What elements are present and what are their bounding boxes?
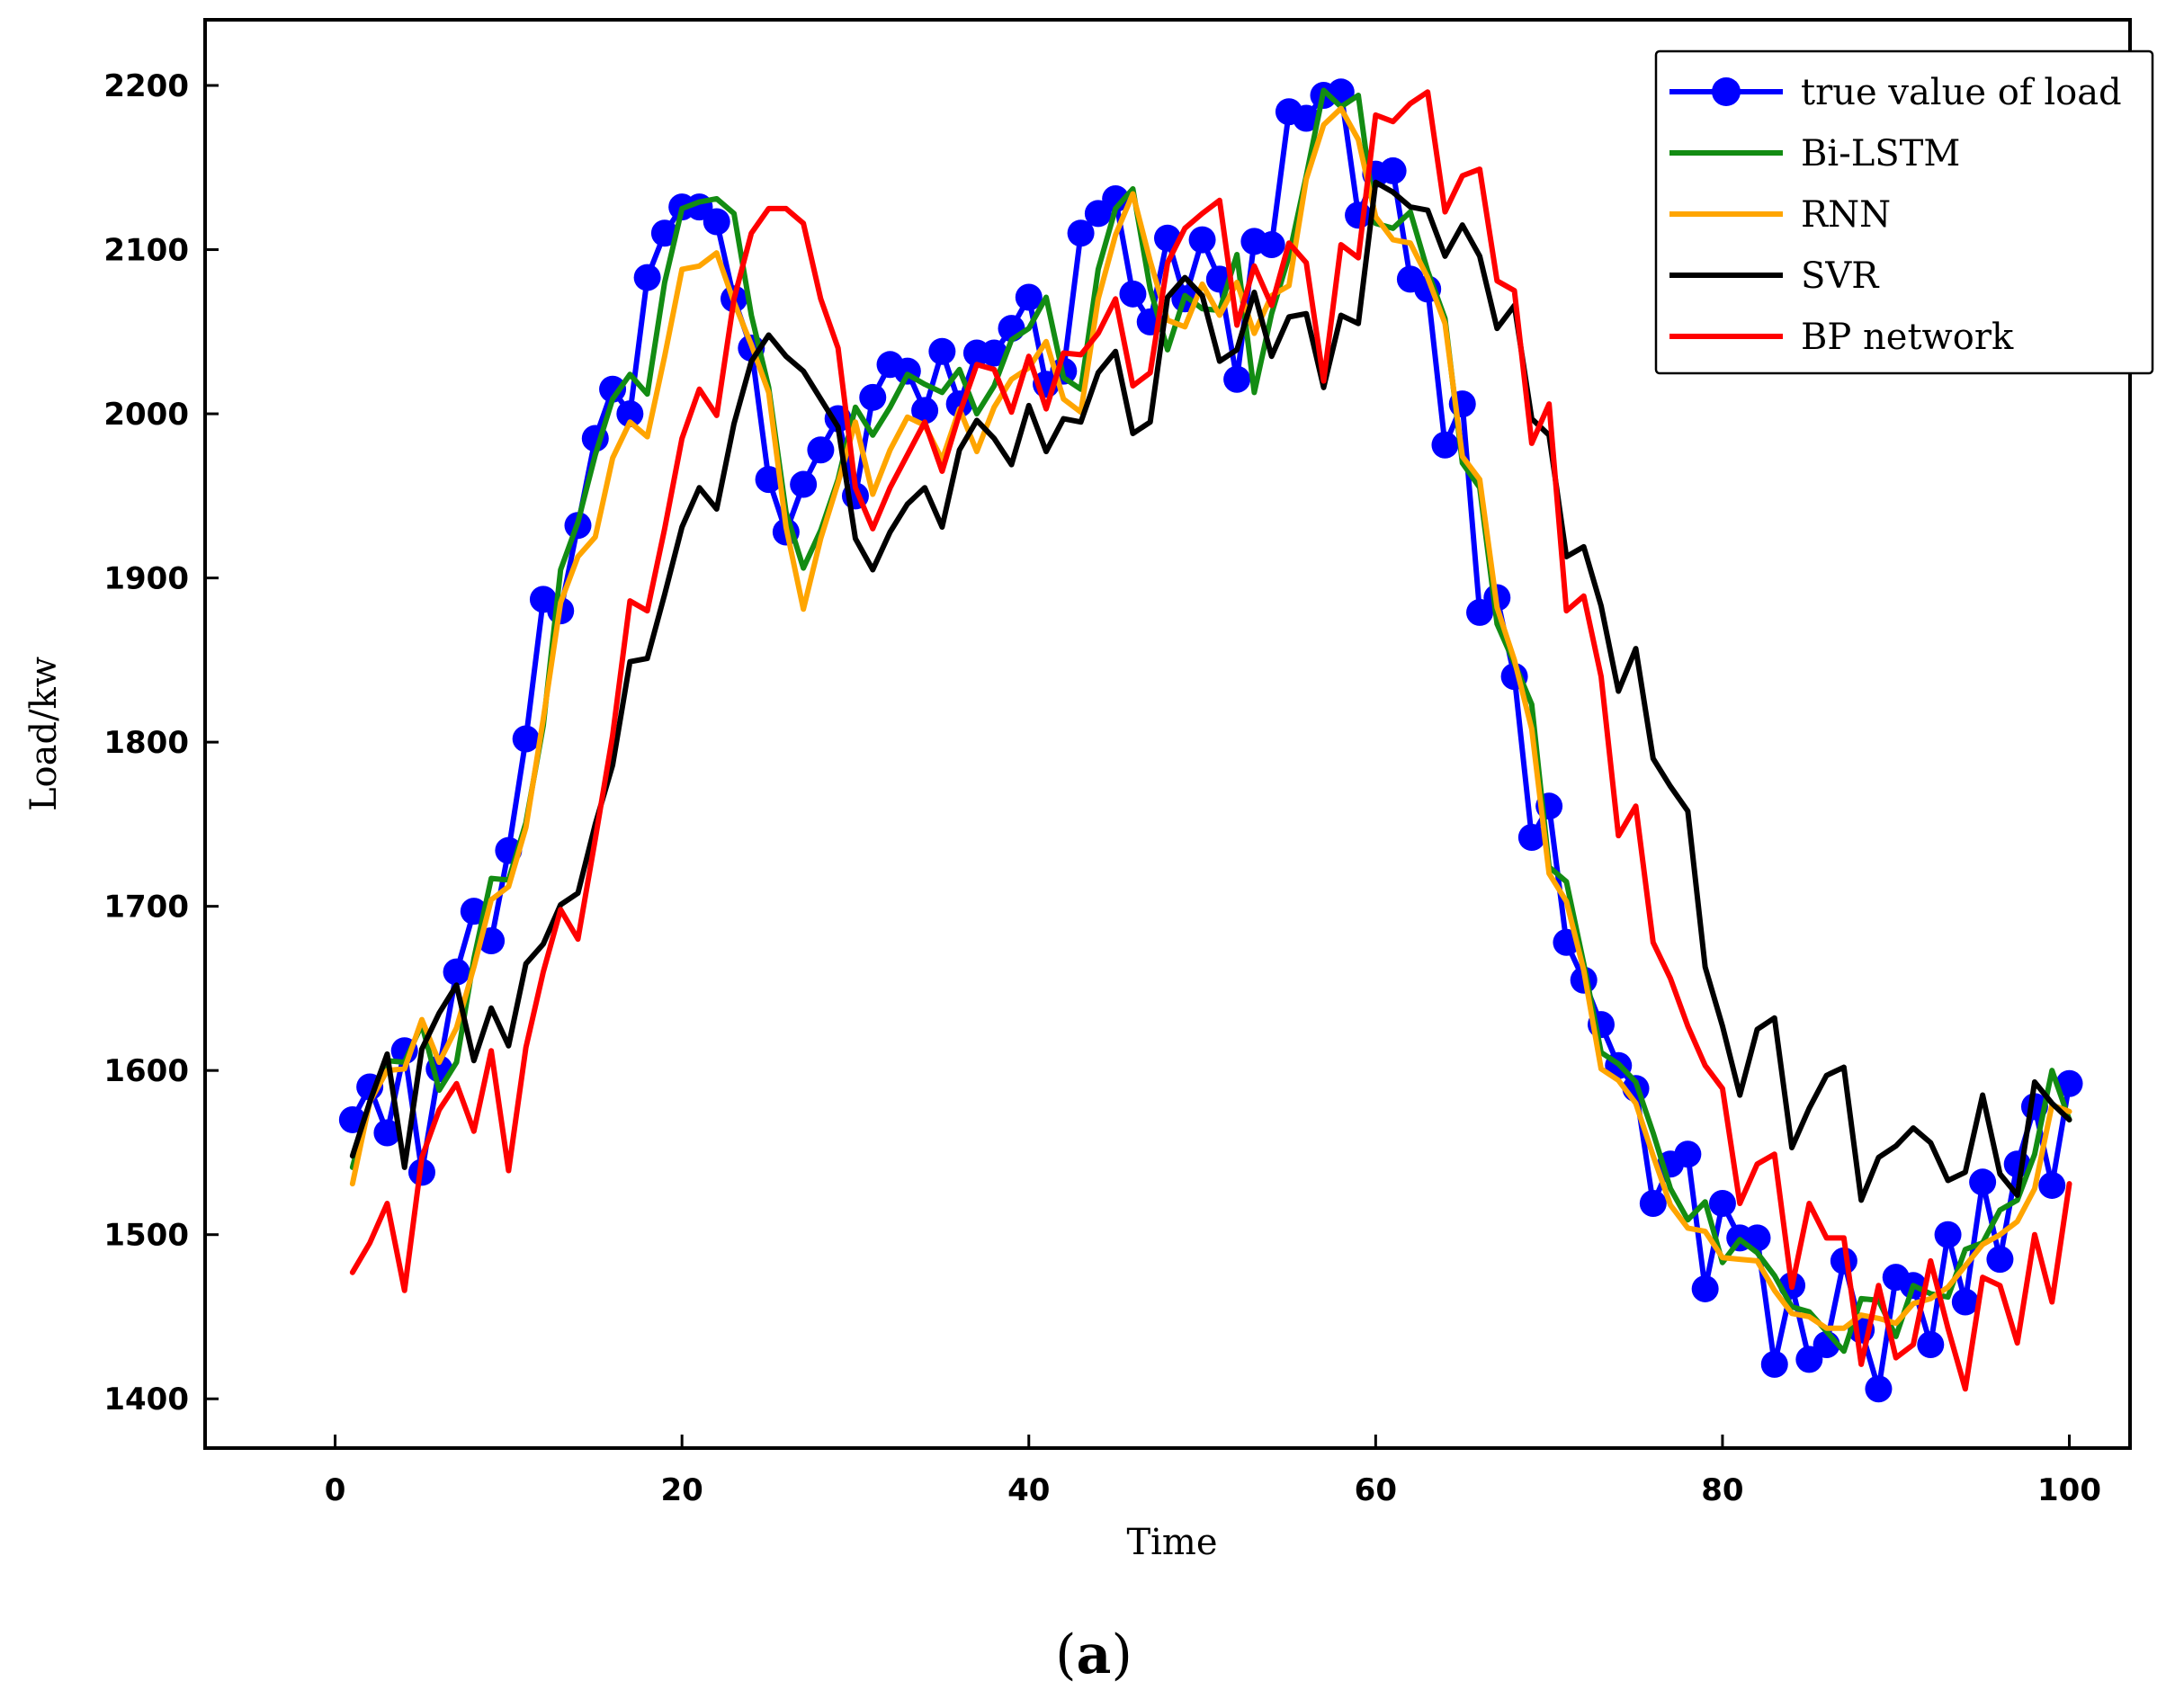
data-point-true-value-of-load-18 — [633, 264, 661, 291]
data-point-true-value-of-load-19 — [650, 219, 678, 247]
series-layer — [338, 78, 2083, 1403]
data-point-true-value-of-load-76 — [1639, 1190, 1667, 1218]
data-point-true-value-of-load-27 — [790, 470, 818, 498]
legend-box — [1654, 49, 2154, 375]
x-tick-label-40: 40 — [1007, 1472, 1050, 1508]
data-point-true-value-of-load-83 — [1760, 1350, 1788, 1378]
y-axis-title: Load/kw — [23, 657, 65, 811]
y-tick-label-2000: 2000 — [103, 397, 189, 433]
series-line-bi-lstm — [349, 87, 2072, 1355]
x-tick-label-0: 0 — [325, 1472, 346, 1508]
legend: true value of load Bi-LSTM RNN SVR BP networ… — [1654, 49, 2154, 375]
data-point-true-value-of-load-38 — [980, 339, 1008, 367]
data-point-true-value-of-load-94 — [1951, 1288, 1979, 1316]
data-point-true-value-of-load-100 — [2055, 1069, 2083, 1097]
x-tick-label-60: 60 — [1355, 1472, 1397, 1508]
data-point-true-value-of-load-92 — [1917, 1331, 1945, 1359]
x-axis: 0 20 40 60 80 100 — [325, 1435, 2101, 1508]
series-line-true-value-of-load — [349, 89, 2072, 1392]
plot-frame — [203, 18, 2132, 1450]
x-tick-label-20: 20 — [661, 1472, 703, 1508]
data-point-true-value-of-load-96 — [1986, 1246, 2014, 1274]
data-point-true-value-of-load-56 — [1293, 104, 1320, 132]
data-point-true-value-of-load-64 — [1431, 431, 1459, 459]
series-line-svr — [349, 179, 2072, 1203]
data-point-true-value-of-load-50 — [1188, 226, 1216, 254]
series-bp-network — [349, 89, 2072, 1392]
y-tick-label-1500: 1500 — [103, 1218, 189, 1254]
data-point-true-value-of-load-78 — [1674, 1140, 1702, 1168]
data-point-true-value-of-load-69 — [1517, 823, 1545, 851]
series-line-rnn — [349, 105, 2072, 1331]
data-point-true-value-of-load-11 — [512, 725, 540, 753]
figure-caption: (a) — [1055, 1623, 1132, 1686]
data-point-true-value-of-load-43 — [1067, 219, 1095, 247]
data-point-true-value-of-load-40 — [1015, 283, 1043, 311]
data-point-true-value-of-load-31 — [859, 383, 887, 411]
x-axis-title: Time — [1126, 1522, 1217, 1563]
y-tick-label-1400: 1400 — [103, 1382, 189, 1417]
data-point-true-value-of-load-46 — [1119, 280, 1147, 308]
legend-label-true-value-of-load: true value of load — [1801, 72, 2122, 113]
x-tick-label-100: 100 — [2037, 1472, 2101, 1508]
data-point-true-value-of-load-34 — [911, 397, 939, 425]
data-point-true-value-of-load-95 — [1969, 1168, 1997, 1196]
legend-label-bi-lstm: Bi-LSTM — [1801, 133, 1960, 174]
x-tick-label-80: 80 — [1701, 1472, 1743, 1508]
legend-label-rnn: RNN — [1801, 194, 1891, 236]
data-point-true-value-of-load-22 — [703, 208, 730, 236]
data-point-true-value-of-load-52 — [1223, 365, 1251, 393]
data-point-true-value-of-load-45 — [1102, 184, 1130, 212]
y-tick-label-1700: 1700 — [103, 890, 189, 926]
caption-open: ( — [1055, 1623, 1076, 1686]
series-svr — [349, 179, 2072, 1203]
series-rnn — [349, 105, 2072, 1331]
y-tick-label-1900: 1900 — [103, 561, 189, 597]
series-bi-lstm — [349, 87, 2072, 1355]
data-point-true-value-of-load-99 — [2038, 1171, 2066, 1199]
data-point-true-value-of-load-93 — [1934, 1221, 1962, 1248]
data-point-true-value-of-load-25 — [755, 466, 783, 494]
legend-label-svr: SVR — [1801, 255, 1880, 297]
data-point-true-value-of-load-35 — [928, 337, 956, 365]
y-axis: 1400 1500 1600 1700 1800 1900 2000 2100 2200 — [103, 68, 219, 1417]
data-point-true-value-of-load-61 — [1379, 156, 1407, 184]
caption-label: a — [1077, 1623, 1112, 1686]
data-point-true-value-of-load-3 — [373, 1119, 401, 1147]
data-point-true-value-of-load-16 — [599, 375, 627, 403]
data-point-true-value-of-load-7 — [443, 958, 470, 986]
legend-label-bp-network: BP network — [1801, 317, 2014, 358]
y-tick-label-2200: 2200 — [103, 68, 189, 104]
series-line-bp-network — [349, 89, 2072, 1392]
data-point-true-value-of-load-80 — [1708, 1190, 1736, 1218]
y-tick-label-2100: 2100 — [103, 233, 189, 269]
y-tick-label-1600: 1600 — [103, 1053, 189, 1089]
data-point-true-value-of-load-79 — [1691, 1274, 1719, 1302]
data-point-true-value-of-load-28 — [807, 436, 835, 464]
data-point-true-value-of-load-89 — [1865, 1375, 1893, 1403]
y-tick-label-1800: 1800 — [103, 725, 189, 761]
legend-marker-true-value-of-load — [1712, 77, 1741, 106]
data-point-true-value-of-load-17 — [616, 400, 644, 428]
caption-close: ) — [1111, 1623, 1132, 1686]
data-point-true-value-of-load-54 — [1258, 231, 1285, 259]
